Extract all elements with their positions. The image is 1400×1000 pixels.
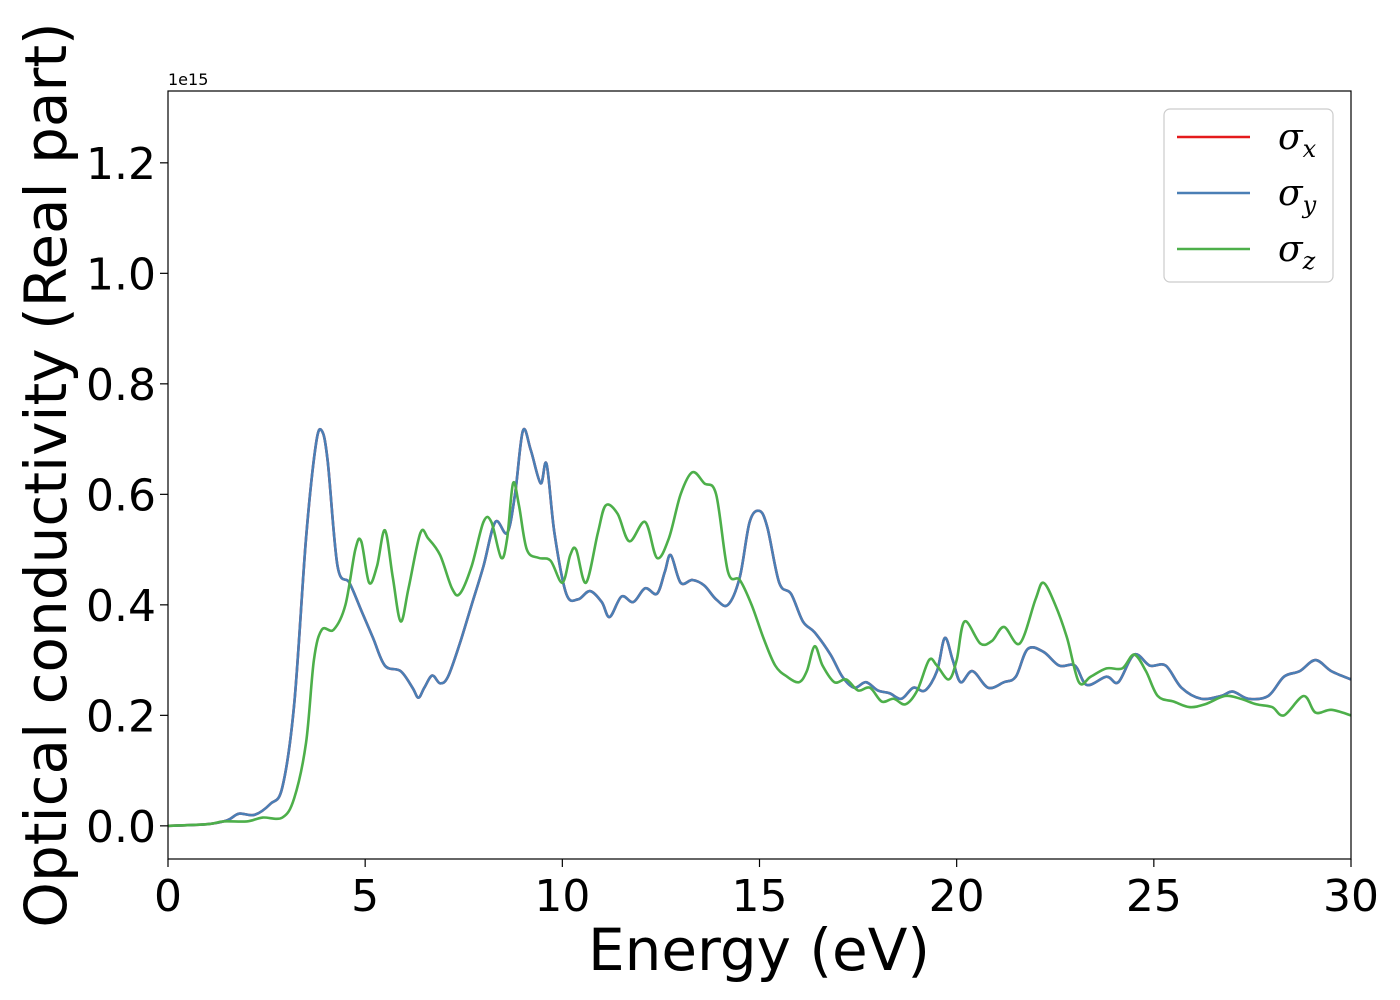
series-line-z [168, 470, 1351, 828]
legend-symbol: σ [1278, 117, 1304, 158]
legend-label-z: σz [1278, 229, 1316, 275]
y-tick-label: 0.4 [86, 581, 156, 632]
legend-subscript: z [1302, 247, 1316, 275]
legend-symbol: σ [1278, 229, 1304, 270]
y-axis-title: Optical conductivity (Real part) [12, 22, 80, 927]
y-axis-ticks: 0.0 0.2 0.4 0.6 0.8 1.0 1.2 [86, 139, 168, 853]
y-tick-label: 0.6 [86, 470, 156, 521]
legend-box [1163, 108, 1334, 283]
y-offset-label: 1e15 [168, 70, 208, 89]
x-tick-label: 0 [154, 871, 182, 922]
legend-symbol: σ [1278, 173, 1304, 214]
x-tick-label: 15 [732, 871, 788, 922]
legend-subscript: y [1302, 191, 1317, 219]
x-tick-label: 10 [534, 871, 590, 922]
x-tick-label: 30 [1323, 871, 1379, 922]
legend-label-x: σx [1278, 117, 1317, 163]
x-tick-label: 25 [1126, 871, 1182, 922]
y-tick-label: 1.0 [86, 249, 156, 300]
x-tick-label: 5 [351, 871, 379, 922]
x-axis-ticks: 0 5 10 15 20 25 30 [154, 859, 1379, 922]
y-tick-label: 0.8 [86, 360, 156, 411]
x-tick-label: 20 [929, 871, 985, 922]
y-tick-label: 1.2 [86, 139, 156, 190]
x-axis-title: Energy (eV) [588, 916, 930, 984]
legend-subscript: x [1303, 135, 1317, 163]
y-tick-label: 0.0 [86, 802, 156, 853]
y-tick-label: 0.2 [86, 691, 156, 742]
series-layer [168, 427, 1351, 828]
legend-label-y: σy [1278, 173, 1317, 219]
